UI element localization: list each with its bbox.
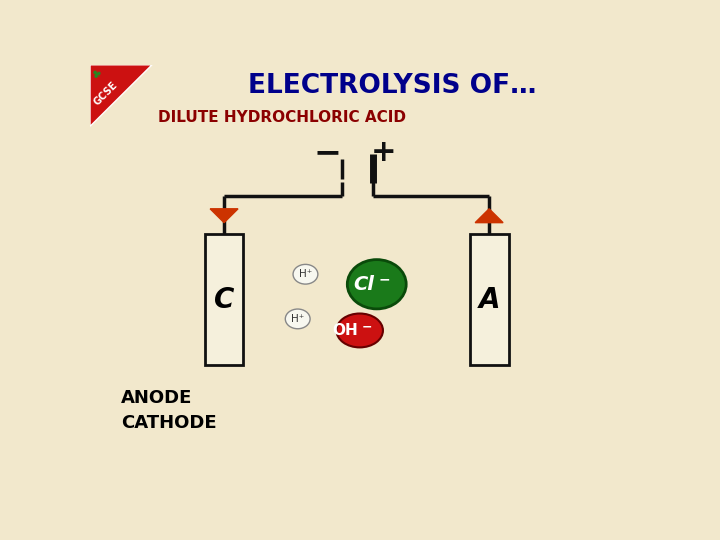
Ellipse shape bbox=[336, 314, 383, 347]
Text: H⁺: H⁺ bbox=[299, 269, 312, 279]
Bar bbox=[204, 234, 243, 365]
Polygon shape bbox=[90, 65, 152, 126]
Text: −: − bbox=[362, 320, 373, 333]
Polygon shape bbox=[475, 209, 503, 222]
Text: H⁺: H⁺ bbox=[291, 314, 305, 324]
Text: −: − bbox=[314, 136, 342, 169]
Text: OH: OH bbox=[333, 323, 358, 338]
Text: ♣: ♣ bbox=[91, 67, 105, 81]
Text: GCSE: GCSE bbox=[91, 80, 120, 108]
Text: ELECTROLYSIS OF…: ELECTROLYSIS OF… bbox=[248, 73, 536, 99]
Ellipse shape bbox=[293, 265, 318, 284]
Text: C: C bbox=[214, 286, 234, 314]
Text: Cl: Cl bbox=[354, 275, 374, 294]
Bar bbox=[469, 234, 508, 365]
Ellipse shape bbox=[285, 309, 310, 329]
Text: −: − bbox=[379, 273, 390, 287]
Text: ANODE: ANODE bbox=[121, 389, 192, 407]
Text: A: A bbox=[478, 286, 500, 314]
Text: DILUTE HYDROCHLORIC ACID: DILUTE HYDROCHLORIC ACID bbox=[158, 110, 406, 125]
Text: CATHODE: CATHODE bbox=[121, 414, 217, 432]
Text: +: + bbox=[371, 138, 397, 167]
Polygon shape bbox=[210, 209, 238, 222]
Ellipse shape bbox=[347, 260, 406, 309]
